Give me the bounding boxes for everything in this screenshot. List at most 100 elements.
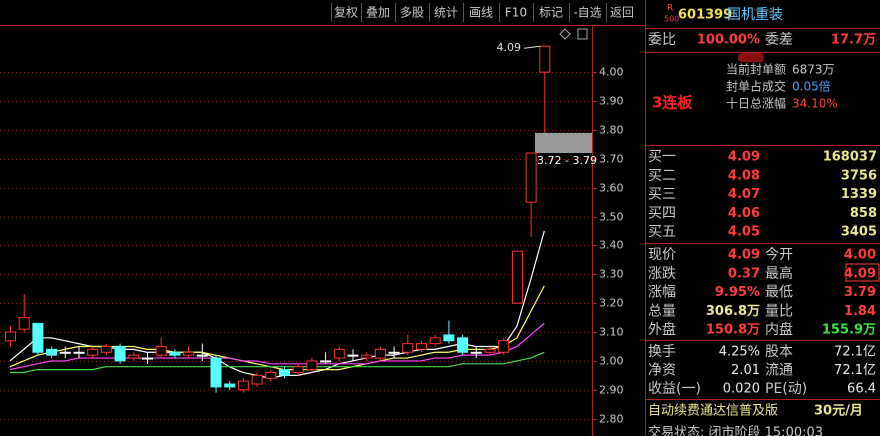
candle-body [457,337,469,353]
panel-text: 2.01 [731,363,760,378]
candle-body [374,348,386,359]
panel-text: 0.05倍 [792,79,831,94]
diamond-icon [559,28,571,40]
panel-text: 现价 [648,247,676,263]
panel-text: 4.07 [728,187,760,202]
high-box [845,263,880,282]
candle-body [361,354,373,359]
candle-body [46,348,58,356]
panel-text: R [667,4,673,14]
panel-text: 17.7万 [831,33,876,48]
panel-text: 306.8万 [706,304,760,319]
toolbar-button[interactable]: 统计 [434,6,458,20]
y-tick-label: 2.80 [599,413,624,426]
panel-text: 买五 [648,224,676,240]
y-tick-label: 3.50 [599,211,624,224]
toolbar-button[interactable]: 画线 [469,6,493,20]
panel-text: 4.09 [728,150,760,165]
panel-text: 3连板 [652,94,693,112]
panel-text: 委差 [765,32,793,48]
candle-body [279,369,290,376]
panel-text: 外盘 [648,321,676,338]
y-tick-label: 3.10 [599,326,624,339]
candle-body [114,345,126,362]
panel-text: 十日总涨幅 [726,96,786,111]
max-arrow [523,45,541,49]
panel-text: 股本 [765,344,793,360]
candle-body [237,380,249,391]
toolbar-button[interactable]: 标记 [539,6,563,20]
panel-text: PE(动) [765,381,807,397]
panel-text: 9.95% [715,285,760,300]
panel-text: 4.09 [728,248,760,263]
panel-text: 0.37 [728,266,760,281]
panel-text: 0.020 [723,382,760,397]
candle-body [87,348,99,356]
panel-text: 国机重装 [727,7,783,23]
candle-body [5,331,16,342]
gap-label: 3.72 - 3.79 [537,154,597,167]
panel-text: 换手 [648,343,676,360]
candle-body [155,345,167,356]
panel-text: 1.84 [844,304,876,319]
candle-body [183,351,195,356]
panel-text: 66.4 [847,382,876,397]
toolbar-button[interactable]: 复权 [334,6,358,20]
toolbar-button[interactable]: -自选 [573,6,601,20]
candle-body [251,374,263,385]
y-tick-label: 2.90 [599,384,624,397]
candle-body [100,345,112,353]
toolbar-button[interactable]: 多股 [400,6,424,20]
candle-body [224,383,236,388]
panel-text: 601399 [678,8,732,23]
panel-text: 涨幅 [648,285,676,301]
panel-text: 流通 [765,363,793,379]
y-tick-label: 3.40 [599,239,624,252]
candle-body [511,250,523,304]
candle-body [210,357,222,388]
toolbar-button[interactable]: 叠加 [366,6,390,20]
candle-body [484,348,496,353]
panel-text: 858 [850,206,877,221]
panel-text: 168037 [823,150,877,165]
panel-text: 4.08 [728,168,760,183]
ma-line [9,285,545,371]
panel-text: 买二 [648,168,676,184]
ma-line [9,322,545,371]
panel-text: 今开 [765,247,793,263]
panel-text: 1339 [841,187,877,202]
y-tick-label: 3.60 [599,182,624,195]
panel-text: 3.79 [844,285,876,300]
candle-body [333,348,345,359]
panel-text: 3756 [841,168,877,183]
candle-body [306,360,318,371]
panel-text: 买一 [648,149,676,165]
panel-text: 封单占成交 [726,79,786,94]
candle-body [73,351,85,354]
ma-line [10,351,545,374]
candle-body [416,343,427,350]
panel-text: 涨跌 [648,266,676,282]
panel-text: 4.00 [844,248,876,263]
gap-band [535,132,592,154]
y-tick-label: 3.80 [599,124,624,137]
panel-text: 收益(一) [648,381,701,397]
panel-text: 当前封单额 [726,62,786,77]
toolbar-button[interactable]: F10 [505,6,527,20]
y-tick-label: 3.00 [599,355,624,368]
panel-text: 4.06 [728,206,760,221]
candle-body [498,340,510,353]
toolbar-button[interactable]: 返回 [610,6,634,20]
candle-body [292,366,304,373]
panel-text: 买四 [648,205,676,221]
candle-body [32,322,44,353]
panel-text: 3405 [841,225,877,240]
y-tick-label: 3.70 [599,153,624,166]
panel-text: 100.00% [697,33,760,48]
candle-body [59,351,71,354]
panel-text: 4.05 [728,225,760,240]
panel-text: 72.1亿 [834,363,876,378]
candle-body [347,354,359,357]
